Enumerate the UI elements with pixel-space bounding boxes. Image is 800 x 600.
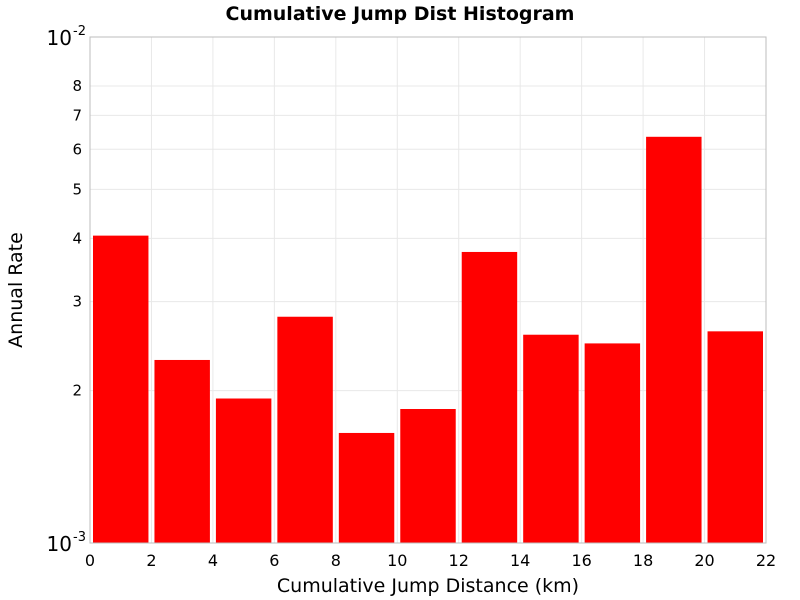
- x-axis-label: Cumulative Jump Distance (km): [277, 575, 579, 597]
- y-tick-label: 7: [72, 106, 82, 124]
- x-tick-label: 20: [694, 551, 714, 570]
- x-tick-label: 14: [510, 551, 530, 570]
- y-major-tick-exponent: -3: [73, 530, 86, 545]
- y-tick-label: 3: [72, 293, 82, 311]
- x-tick-label: 12: [449, 551, 469, 570]
- histogram-bar: [400, 409, 456, 543]
- y-tick-label: 6: [72, 140, 82, 158]
- histogram-bar: [93, 235, 149, 544]
- y-tick-label: 8: [72, 77, 82, 95]
- x-tick-label: 4: [208, 551, 218, 570]
- histogram-bar: [523, 334, 579, 543]
- y-major-tick-base: 10: [47, 532, 72, 556]
- chart-title: Cumulative Jump Dist Histogram: [226, 3, 575, 25]
- plot-area-frame: [89, 36, 767, 544]
- x-tick-label: 10: [387, 551, 407, 570]
- histogram-bar: [154, 359, 210, 543]
- y-major-tick-base: 10: [47, 26, 72, 50]
- histogram-bar: [277, 316, 333, 543]
- histogram-bar: [584, 343, 641, 543]
- x-tick-labels: 0 2 4 6 8 10 12 14 16 18 20 22: [85, 551, 776, 570]
- x-tick-label: 16: [571, 551, 591, 570]
- y-axis-label: Annual Rate: [5, 232, 27, 348]
- y-tick-label: 2: [72, 382, 82, 400]
- x-tick-label: 18: [633, 551, 653, 570]
- x-tick-label: 2: [146, 551, 156, 570]
- x-tick-label: 8: [331, 551, 341, 570]
- histogram-bar: [215, 398, 272, 543]
- histogram-bar: [461, 251, 518, 543]
- y-tick-label: 4: [72, 229, 82, 247]
- histogram-bar: [646, 136, 702, 543]
- x-tick-label: 22: [756, 551, 776, 570]
- y-tick-label: 5: [72, 180, 82, 198]
- x-tick-label: 6: [269, 551, 279, 570]
- histogram-bar: [707, 331, 763, 543]
- histogram-bar: [338, 432, 395, 543]
- y-major-tick-exponent: -2: [73, 24, 86, 39]
- bars: [93, 136, 763, 544]
- x-tick-label: 0: [85, 551, 95, 570]
